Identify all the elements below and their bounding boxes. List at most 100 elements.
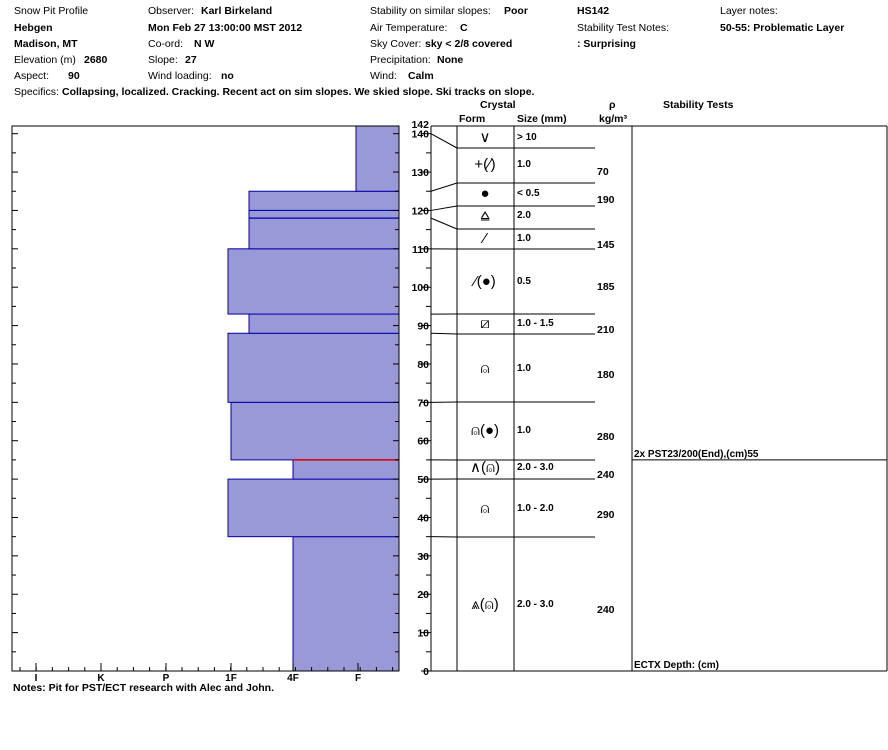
crystal-size: 1.0 xyxy=(517,425,531,436)
hardness-bar xyxy=(248,190,400,250)
density-value: 280 xyxy=(597,431,615,443)
air-temp-label: Air Temperature: xyxy=(370,22,448,34)
size-header: Size (mm) xyxy=(517,113,567,125)
form-header: Form xyxy=(459,113,486,125)
layer-notes-value: 50-55: Problematic Layer xyxy=(720,22,845,34)
crystal-size: < 0.5 xyxy=(517,188,540,199)
crystal-size: > 10 xyxy=(517,132,537,143)
specifics-value: Collapsing, localized. Cracking. Recent … xyxy=(62,86,535,98)
depth-tick-label: 130 xyxy=(411,167,429,179)
coord-value: N W xyxy=(194,38,215,50)
depth-tick-label: 40 xyxy=(417,512,429,524)
depth-tick-label: 70 xyxy=(417,397,429,409)
observer-label: Observer: xyxy=(148,5,195,17)
crystal-size: 1.0 - 1.5 xyxy=(517,318,554,329)
precip-label: Precipitation: xyxy=(370,54,431,66)
hardness-tick-label: 1F xyxy=(225,673,237,684)
depth-tick-label: 80 xyxy=(417,359,429,371)
crystal-form: ∨ xyxy=(480,129,491,146)
slope-value: 27 xyxy=(185,54,197,66)
hardness-tick-label: K xyxy=(97,673,105,684)
hardness-bar xyxy=(355,125,400,192)
density-value: 70 xyxy=(597,166,609,178)
crystal-form: ⍝ xyxy=(480,360,489,377)
crystal-header: Crystal xyxy=(480,99,516,111)
observer-value: Karl Birkeland xyxy=(201,5,273,17)
crystal-size: 1.0 - 2.0 xyxy=(517,503,554,514)
air-temp-value: C xyxy=(460,22,468,34)
slope-label: Slope: xyxy=(148,54,178,66)
crystal-form: ⍝(●) xyxy=(471,422,499,439)
rho-unit-header: kg/m³ xyxy=(599,113,628,125)
precip-value: None xyxy=(437,54,464,66)
hardness-tick-label: I xyxy=(35,673,38,684)
wind-loading-value: no xyxy=(221,70,234,82)
page-title: Snow Pit Profile xyxy=(14,5,89,17)
hardness-bar xyxy=(292,459,400,480)
stab-notes-label: Stability Test Notes: xyxy=(577,22,670,34)
stability-label: Stability on similar slopes: xyxy=(370,5,491,17)
depth-tick-label: 10 xyxy=(417,628,429,640)
density-value: 185 xyxy=(597,281,615,293)
hardness-bar xyxy=(227,478,400,538)
crystal-size: 2.0 - 3.0 xyxy=(517,599,554,610)
hardness-bar xyxy=(230,401,400,461)
crystal-form: ⍝ xyxy=(480,500,489,517)
hardness-tick-label: P xyxy=(163,673,170,684)
region: Madison, MT xyxy=(14,38,78,50)
depth-tick-label: 100 xyxy=(411,282,429,294)
crystal-size: 1.0 xyxy=(517,233,531,244)
depth-tick-label: 110 xyxy=(412,244,429,256)
layer-connector xyxy=(430,217,458,230)
density-value: 240 xyxy=(597,604,615,616)
crystal-form: ∧(⍝) xyxy=(470,459,500,476)
density-value: 180 xyxy=(597,369,615,381)
notes: Notes: Pit for PST/ECT research with Ale… xyxy=(13,682,274,694)
sky-label: Sky Cover: xyxy=(370,38,422,50)
layer-connector xyxy=(430,182,458,192)
layer-notes-label: Layer notes: xyxy=(720,5,778,17)
crystal-form: ● xyxy=(480,185,489,202)
stability-test-result: ECTX Depth: (cm) xyxy=(634,660,719,671)
aspect-label: Aspect: xyxy=(14,70,50,82)
wind-label: Wind: xyxy=(370,70,397,82)
snow-depth-label: 142 xyxy=(411,119,429,131)
density-value: 145 xyxy=(597,239,615,251)
density-value: 240 xyxy=(597,469,615,481)
datetime: Mon Feb 27 13:00:00 MST 2012 xyxy=(148,22,303,34)
depth-tick-label: 90 xyxy=(417,321,429,333)
crystal-size: 2.0 - 3.0 xyxy=(517,462,554,473)
density-value: 210 xyxy=(597,324,615,336)
crystal-form: ⩓(⍝) xyxy=(471,596,498,613)
hardness-bar xyxy=(292,536,400,672)
depth-tick-label: 50 xyxy=(417,474,429,486)
crystal-form: +(⁄) xyxy=(474,156,495,173)
depth-tick-label: 0 xyxy=(423,666,429,678)
specifics-label: Specifics: xyxy=(14,86,59,98)
hardness-plot-frame xyxy=(11,125,400,672)
hardness-bar xyxy=(227,248,400,315)
wind-value: Calm xyxy=(408,70,434,82)
sky-value: sky < 2/8 covered xyxy=(425,38,513,50)
stability-value: Poor xyxy=(504,5,528,17)
stab-notes-value: : Surprising xyxy=(577,38,636,50)
crystal-size: 0.5 xyxy=(517,276,531,287)
layer-connector xyxy=(430,133,458,149)
stability-test-result: 2x PST23/200(End),(cm)55 xyxy=(634,449,759,460)
wind-loading-label: Wind loading: xyxy=(148,70,212,82)
crystal-form: ⁄(●) xyxy=(470,273,496,290)
depth-tick-label: 140 xyxy=(411,129,429,141)
coord-label: Co-ord: xyxy=(148,38,184,50)
depth-tick-label: 60 xyxy=(417,436,429,448)
crystal-size: 2.0 xyxy=(517,210,531,221)
rho-header: ρ xyxy=(609,99,616,111)
depth-tick-label: 20 xyxy=(417,589,429,601)
density-value: 190 xyxy=(597,194,615,206)
layer-connector xyxy=(430,205,458,211)
hardness-bar xyxy=(227,332,400,403)
elevation-value: 2680 xyxy=(84,54,108,66)
crystal-form: ⁄ xyxy=(480,230,489,247)
crystal-size: 1.0 xyxy=(517,159,531,170)
crystal-size: 1.0 xyxy=(517,363,531,374)
